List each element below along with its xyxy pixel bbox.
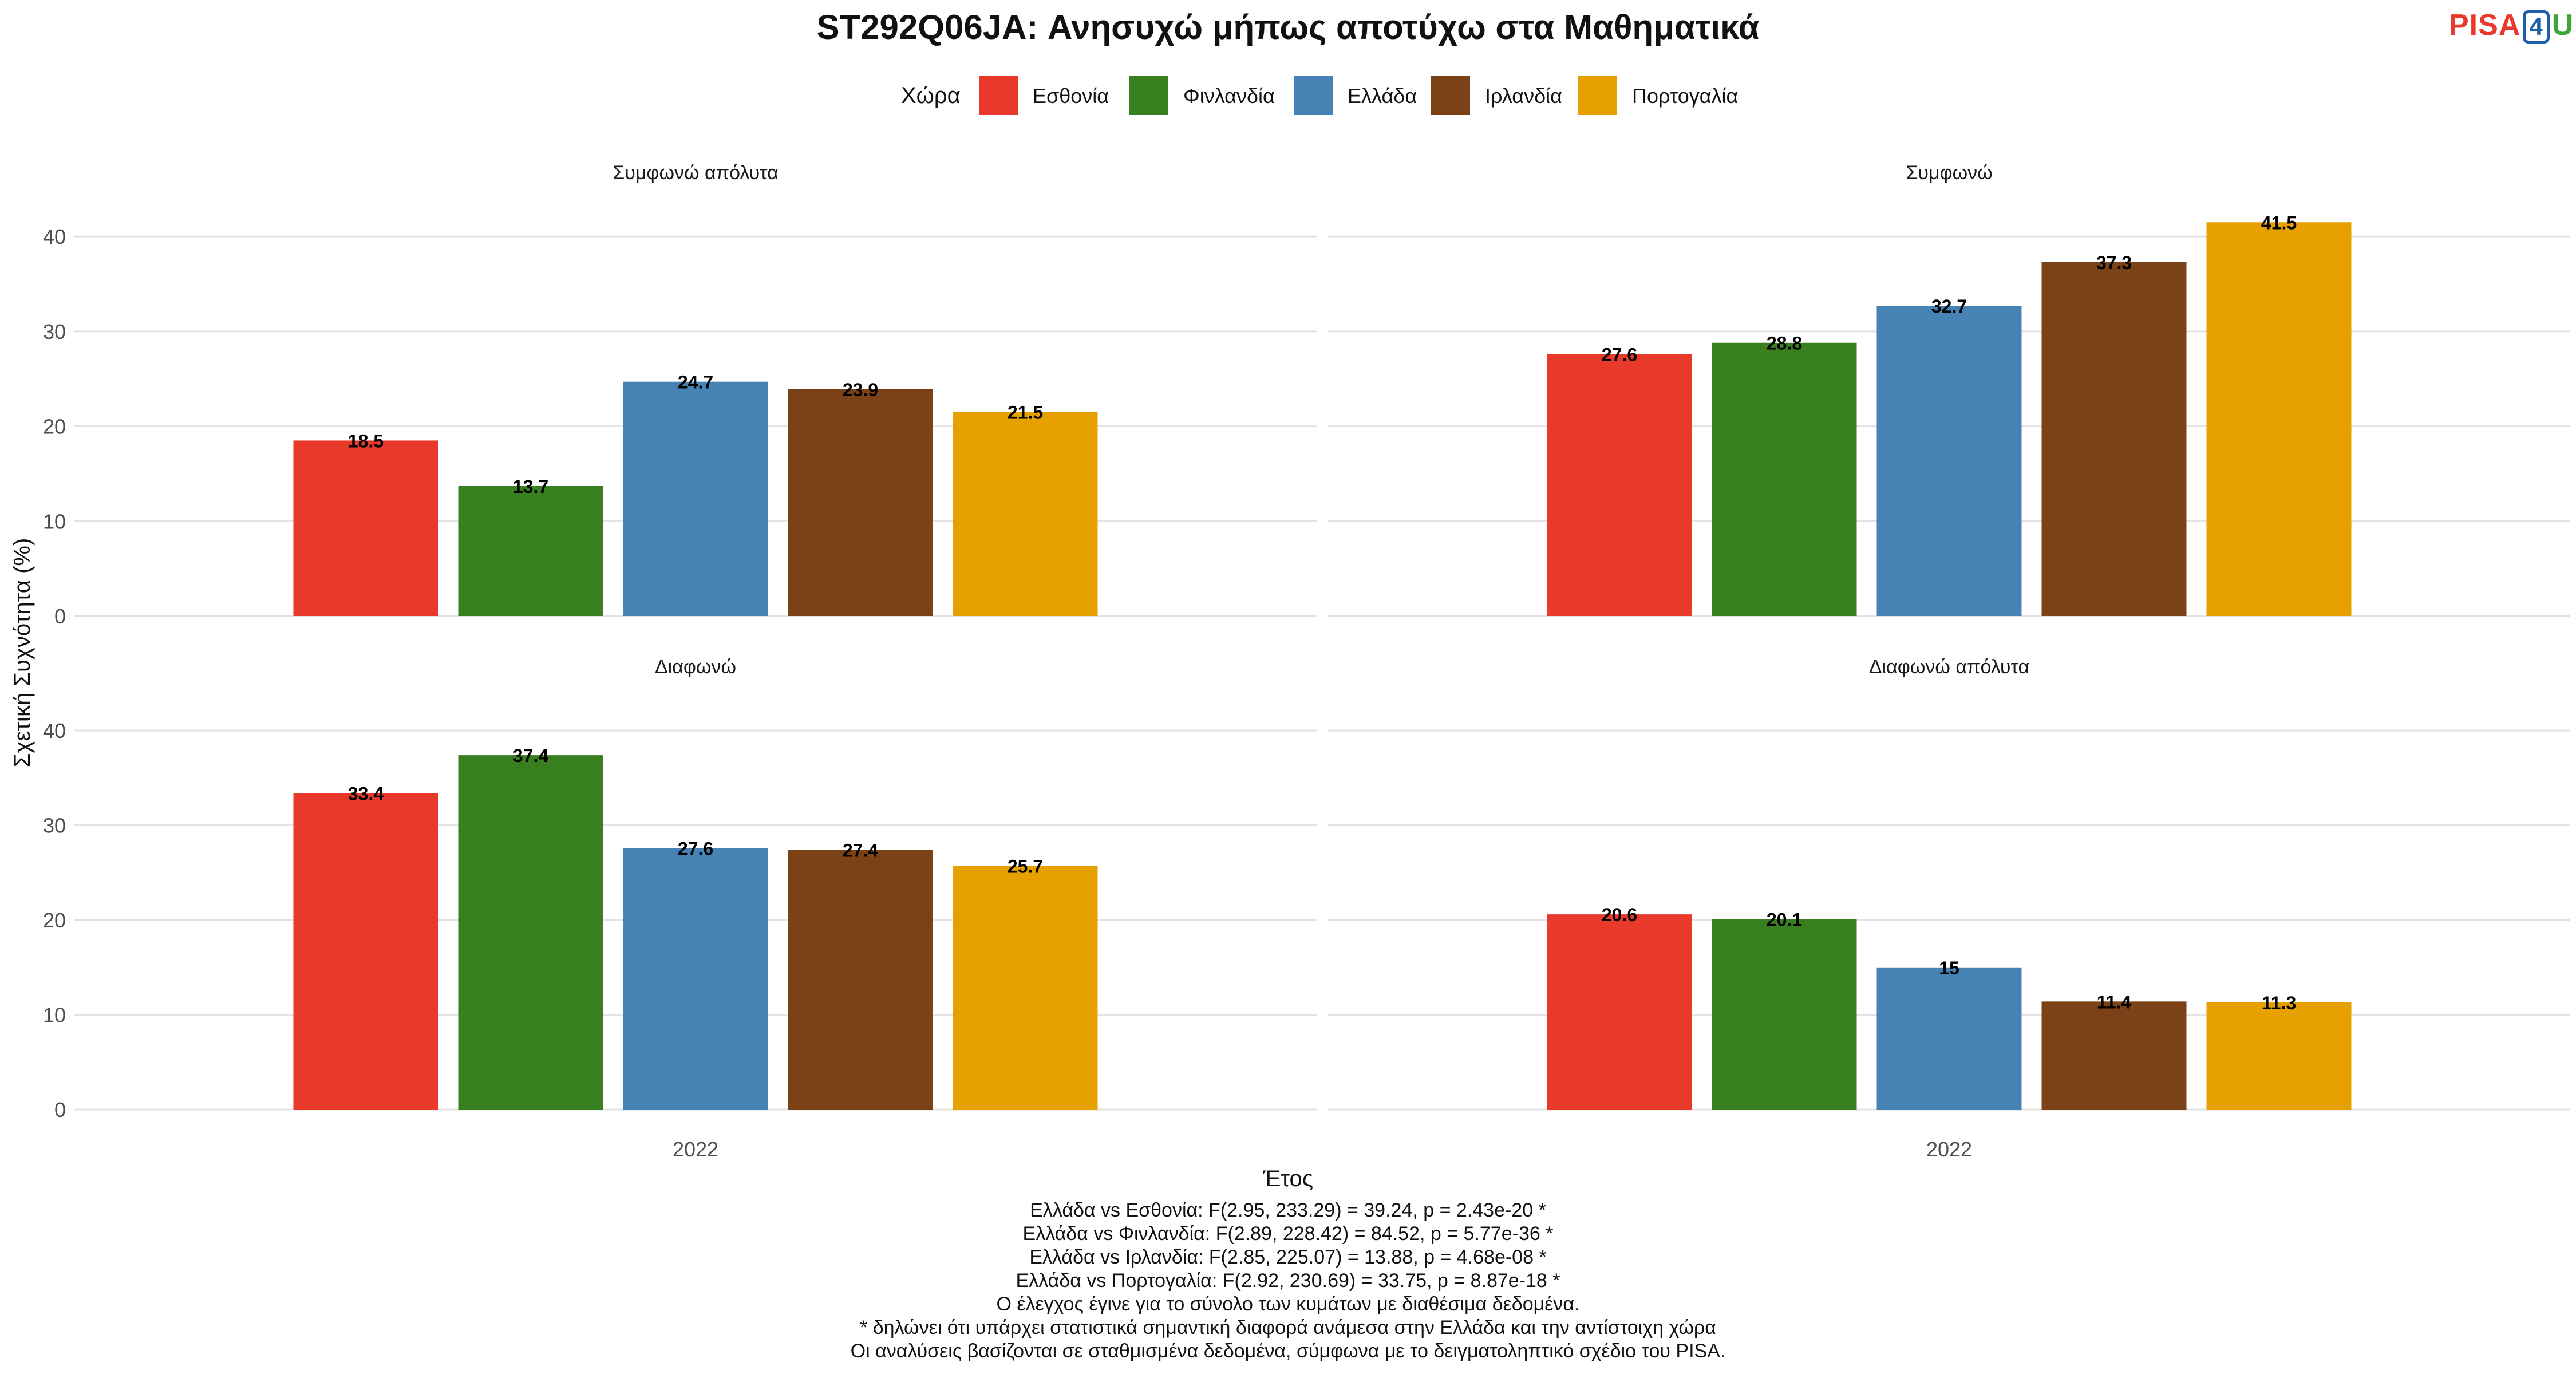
bar: [293, 440, 438, 616]
x-axis-label: Έτος: [1262, 1166, 1313, 1191]
footnote-line: Οι αναλύσεις βασίζονται σε σταθμισμένα δ…: [851, 1340, 1726, 1362]
bar: [623, 848, 768, 1110]
bar: [1547, 914, 1692, 1110]
y-tick-label: 0: [54, 605, 66, 628]
bar-value-label: 37.4: [513, 745, 548, 766]
chart-title: ST292Q06JA: Ανησυχώ μήπως αποτύχω στα Μα…: [817, 8, 1760, 46]
y-tick-label: 0: [54, 1098, 66, 1122]
bar: [458, 485, 603, 616]
footnote-line: Ελλάδα vs Ιρλανδία: F(2.85, 225.07) = 13…: [1029, 1246, 1546, 1268]
bar: [788, 850, 933, 1110]
legend-swatch: [1578, 76, 1617, 114]
bar-value-label: 33.4: [348, 783, 384, 804]
y-axis-label: Σχετική Συχνότητα (%): [10, 538, 35, 768]
legend-label: Εσθονία: [1033, 84, 1109, 108]
bar: [1547, 354, 1692, 616]
legend-swatch: [979, 76, 1018, 114]
bar-value-label: 37.3: [2096, 252, 2132, 273]
facet-panel: Συμφωνώ 27.6 28.8 32.7 37.3 41.5: [1328, 162, 2570, 617]
x-tick-label: 2022: [673, 1138, 718, 1161]
legend-swatch: [1294, 76, 1333, 114]
legend: Χώρα Εσθονία Φινλανδία Ελλάδα Ιρλανδία Πορτογ…: [901, 76, 1738, 114]
bar-value-label: 21.5: [1008, 402, 1043, 423]
bar: [2206, 1002, 2352, 1110]
bar: [1876, 306, 2022, 616]
bar: [623, 381, 768, 616]
bar: [293, 793, 438, 1110]
bar-value-label: 15: [1939, 958, 1959, 978]
bar-value-label: 27.6: [678, 838, 713, 859]
bar-value-label: 13.7: [513, 476, 548, 497]
facet-panel: 0 10 20 30 40 Συμφωνώ απόλυτα 18.5 13.7 24.7 23.9…: [43, 162, 1317, 628]
bar-value-label: 28.8: [1767, 333, 1802, 354]
facet-panels: 0 10 20 30 40 Συμφωνώ απόλυτα 18.5 13.7 24.7 23.9…: [43, 162, 2570, 1161]
facet-label: Συμφωνώ απόλυτα: [613, 162, 779, 184]
legend-label: Ελλάδα: [1348, 84, 1417, 108]
bar: [953, 866, 1098, 1110]
bar-value-label: 27.6: [1602, 345, 1637, 365]
x-tick-label: 2022: [1926, 1138, 1972, 1161]
y-tick-label: 30: [43, 814, 66, 838]
footnote-line: Ελλάδα vs Πορτογαλία: F(2.92, 230.69) = …: [1016, 1270, 1560, 1292]
bar: [1712, 919, 1857, 1110]
bar: [2041, 262, 2187, 616]
footnote-line: Ο έλεγχος έγινε για το σύνολο των κυμάτω…: [997, 1293, 1580, 1315]
footnotes: Ελλάδα vs Εσθονία: F(2.95, 233.29) = 39.…: [851, 1199, 1726, 1362]
bar: [953, 412, 1098, 616]
bar-value-label: 23.9: [843, 380, 878, 400]
y-tick-label: 10: [43, 510, 66, 533]
bar-value-label: 32.7: [1931, 296, 1967, 317]
footnote-line: * δηλώνει ότι υπάρχει στατιστικά σημαντι…: [860, 1317, 1716, 1339]
legend-label: Ιρλανδία: [1485, 84, 1562, 108]
logo-text-pisa: PISA: [2449, 9, 2521, 42]
logo-text-u: U: [2551, 9, 2574, 42]
bar-value-label: 41.5: [2261, 212, 2297, 233]
bar: [1712, 342, 1857, 616]
bar: [1876, 967, 2022, 1110]
bar-value-label: 25.7: [1008, 856, 1043, 877]
facet-label: Διαφωνώ: [655, 656, 736, 678]
bar-value-label: 11.3: [2262, 993, 2297, 1013]
y-tick-label: 20: [43, 415, 66, 439]
legend-title: Χώρα: [901, 83, 961, 108]
bar: [458, 755, 603, 1110]
logo-text-4: 4: [2523, 10, 2550, 44]
facet-label: Διαφωνώ απόλυτα: [1869, 656, 2029, 678]
y-tick-label: 30: [43, 320, 66, 344]
bar: [2041, 1001, 2187, 1110]
bar-value-label: 27.4: [843, 840, 878, 861]
facet-panel: Διαφωνώ απόλυτα 20.6 20.1 15 11.4 11.3 2022: [1328, 656, 2570, 1161]
facet-label: Συμφωνώ: [1906, 162, 1992, 184]
y-tick-label: 10: [43, 1004, 66, 1027]
footnote-line: Ελλάδα vs Φινλανδία: F(2.89, 228.42) = 8…: [1023, 1223, 1554, 1245]
y-tick-label: 20: [43, 909, 66, 932]
bar-value-label: 20.6: [1602, 905, 1637, 925]
legend-label: Φινλανδία: [1183, 84, 1275, 108]
y-tick-label: 40: [43, 719, 66, 743]
legend-swatch: [1431, 76, 1470, 114]
bar: [2206, 222, 2352, 616]
bar-value-label: 20.1: [1767, 909, 1802, 930]
footnote-line: Ελλάδα vs Εσθονία: F(2.95, 233.29) = 39.…: [1030, 1199, 1546, 1221]
bar-value-label: 18.5: [348, 431, 384, 451]
pisa4u-logo: PISA 4 U: [2449, 8, 2574, 44]
bar-value-label: 11.4: [2097, 992, 2132, 1012]
y-tick-label: 40: [43, 225, 66, 248]
legend-label: Πορτογαλία: [1632, 84, 1738, 108]
facet-panel: 0 10 20 30 40 Διαφωνώ 33.4 37.4 27.6 27.4 25.7 2022: [43, 656, 1317, 1161]
legend-swatch: [1129, 76, 1168, 114]
bar: [788, 389, 933, 616]
bar-value-label: 24.7: [678, 372, 713, 393]
